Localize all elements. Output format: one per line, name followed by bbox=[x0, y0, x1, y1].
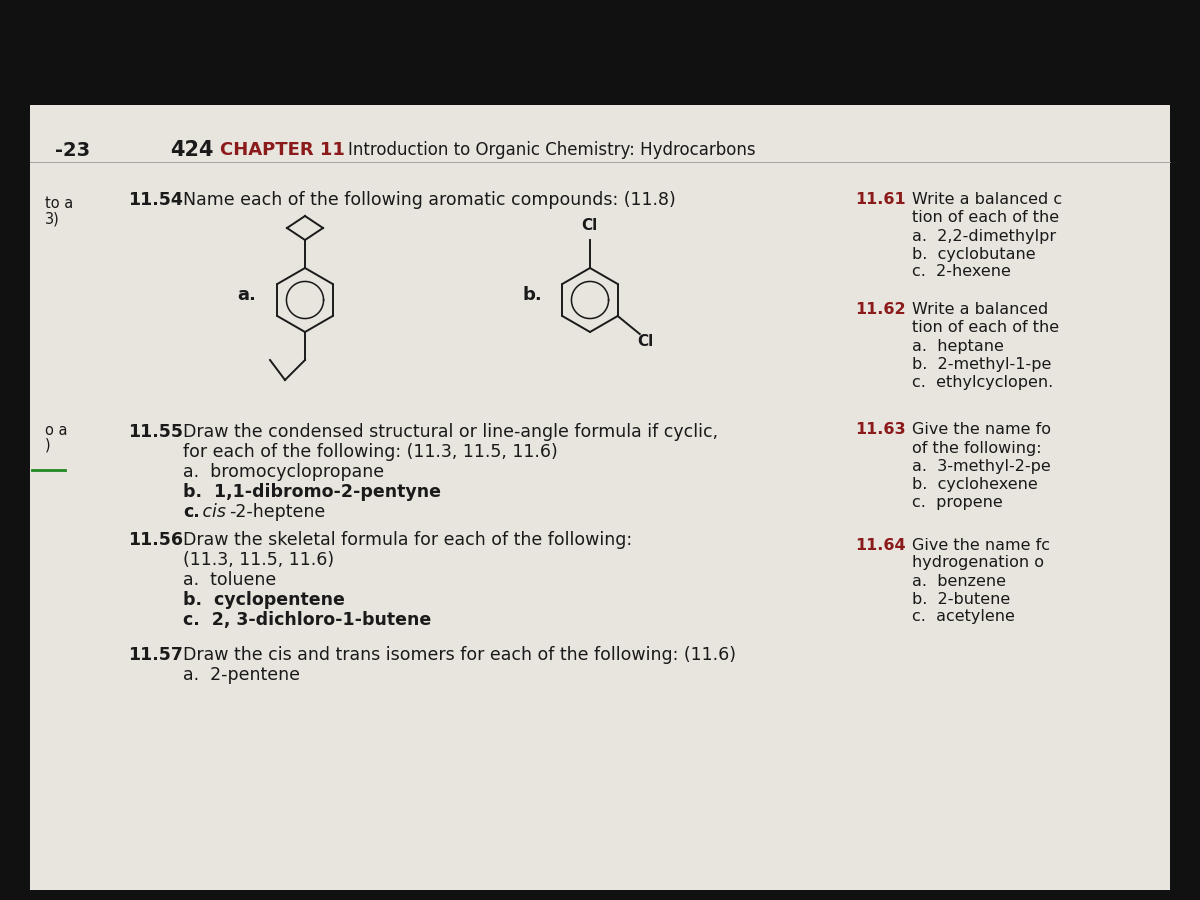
Text: a.  3-methyl-2-pe: a. 3-methyl-2-pe bbox=[912, 458, 1051, 473]
Text: a.  benzene: a. benzene bbox=[912, 573, 1006, 589]
Text: hydrogenation o: hydrogenation o bbox=[912, 555, 1044, 571]
Text: c.  acetylene: c. acetylene bbox=[912, 609, 1015, 625]
Text: Name each of the following aromatic compounds: (11.8): Name each of the following aromatic comp… bbox=[182, 191, 676, 209]
Bar bbox=[0, 0, 30, 900]
Text: 424: 424 bbox=[170, 140, 214, 160]
Text: 11.64: 11.64 bbox=[854, 537, 906, 553]
Text: -2-heptene: -2-heptene bbox=[229, 503, 325, 521]
Text: b.  cyclopentene: b. cyclopentene bbox=[182, 591, 344, 609]
Text: tion of each of the: tion of each of the bbox=[912, 211, 1060, 226]
Text: Write a balanced: Write a balanced bbox=[912, 302, 1049, 318]
Text: a.  heptane: a. heptane bbox=[912, 338, 1004, 354]
Text: c.: c. bbox=[182, 503, 199, 521]
Bar bbox=[30, 105, 1170, 890]
Text: of the following:: of the following: bbox=[912, 440, 1042, 455]
Text: Draw the condensed structural or line-angle formula if cyclic,: Draw the condensed structural or line-an… bbox=[182, 423, 718, 441]
Text: b.  2-butene: b. 2-butene bbox=[912, 591, 1010, 607]
Text: o a: o a bbox=[46, 423, 67, 438]
Text: Cl: Cl bbox=[581, 218, 598, 233]
Text: a.  2-pentene: a. 2-pentene bbox=[182, 666, 300, 684]
Text: Draw the skeletal formula for each of the following:: Draw the skeletal formula for each of th… bbox=[182, 531, 632, 549]
Text: c.  2, 3-dichloro-1-butene: c. 2, 3-dichloro-1-butene bbox=[182, 611, 431, 629]
Text: Draw the cis and trans isomers for each of the following: (11.6): Draw the cis and trans isomers for each … bbox=[182, 646, 736, 664]
Text: b.  2-methyl-1-pe: b. 2-methyl-1-pe bbox=[912, 356, 1051, 372]
Text: 3): 3) bbox=[46, 211, 60, 226]
Text: ): ) bbox=[46, 438, 50, 453]
Text: tion of each of the: tion of each of the bbox=[912, 320, 1060, 336]
Text: 11.56: 11.56 bbox=[128, 531, 182, 549]
Bar bbox=[1170, 0, 1200, 900]
Text: Give the name fc: Give the name fc bbox=[912, 537, 1050, 553]
Text: a.: a. bbox=[238, 286, 256, 304]
Text: 11.55: 11.55 bbox=[128, 423, 182, 441]
Text: a.  2,2-dimethylpr: a. 2,2-dimethylpr bbox=[912, 229, 1056, 244]
Text: 11.61: 11.61 bbox=[854, 193, 906, 208]
Text: CHAPTER 11: CHAPTER 11 bbox=[220, 141, 344, 159]
Text: Introduction to Organic Chemistry: Hydrocarbons: Introduction to Organic Chemistry: Hydro… bbox=[348, 141, 756, 159]
Text: for each of the following: (11.3, 11.5, 11.6): for each of the following: (11.3, 11.5, … bbox=[182, 443, 558, 461]
Text: -23: -23 bbox=[55, 140, 90, 159]
Text: b.: b. bbox=[522, 286, 541, 304]
Text: 11.62: 11.62 bbox=[854, 302, 906, 318]
Text: Write a balanced c: Write a balanced c bbox=[912, 193, 1062, 208]
Text: c.  propene: c. propene bbox=[912, 494, 1003, 509]
Text: (11.3, 11.5, 11.6): (11.3, 11.5, 11.6) bbox=[182, 551, 334, 569]
Text: Give the name fo: Give the name fo bbox=[912, 422, 1051, 437]
Text: to a: to a bbox=[46, 196, 73, 211]
Text: 11.54: 11.54 bbox=[128, 191, 182, 209]
Text: cis: cis bbox=[197, 503, 226, 521]
Text: c.  2-hexene: c. 2-hexene bbox=[912, 265, 1010, 280]
Text: 11.57: 11.57 bbox=[128, 646, 182, 664]
Text: b.  cyclohexene: b. cyclohexene bbox=[912, 476, 1038, 491]
Text: b.  1,1-dibromo-2-pentyne: b. 1,1-dibromo-2-pentyne bbox=[182, 483, 442, 501]
Text: a.  toluene: a. toluene bbox=[182, 571, 276, 589]
Text: Cl: Cl bbox=[637, 334, 654, 349]
Text: b.  cyclobutane: b. cyclobutane bbox=[912, 247, 1036, 262]
Text: 11.63: 11.63 bbox=[854, 422, 906, 437]
Bar bbox=[0, 0, 1200, 105]
Text: a.  bromocyclopropane: a. bromocyclopropane bbox=[182, 463, 384, 481]
Text: c.  ethylcyclopen.: c. ethylcyclopen. bbox=[912, 374, 1054, 390]
